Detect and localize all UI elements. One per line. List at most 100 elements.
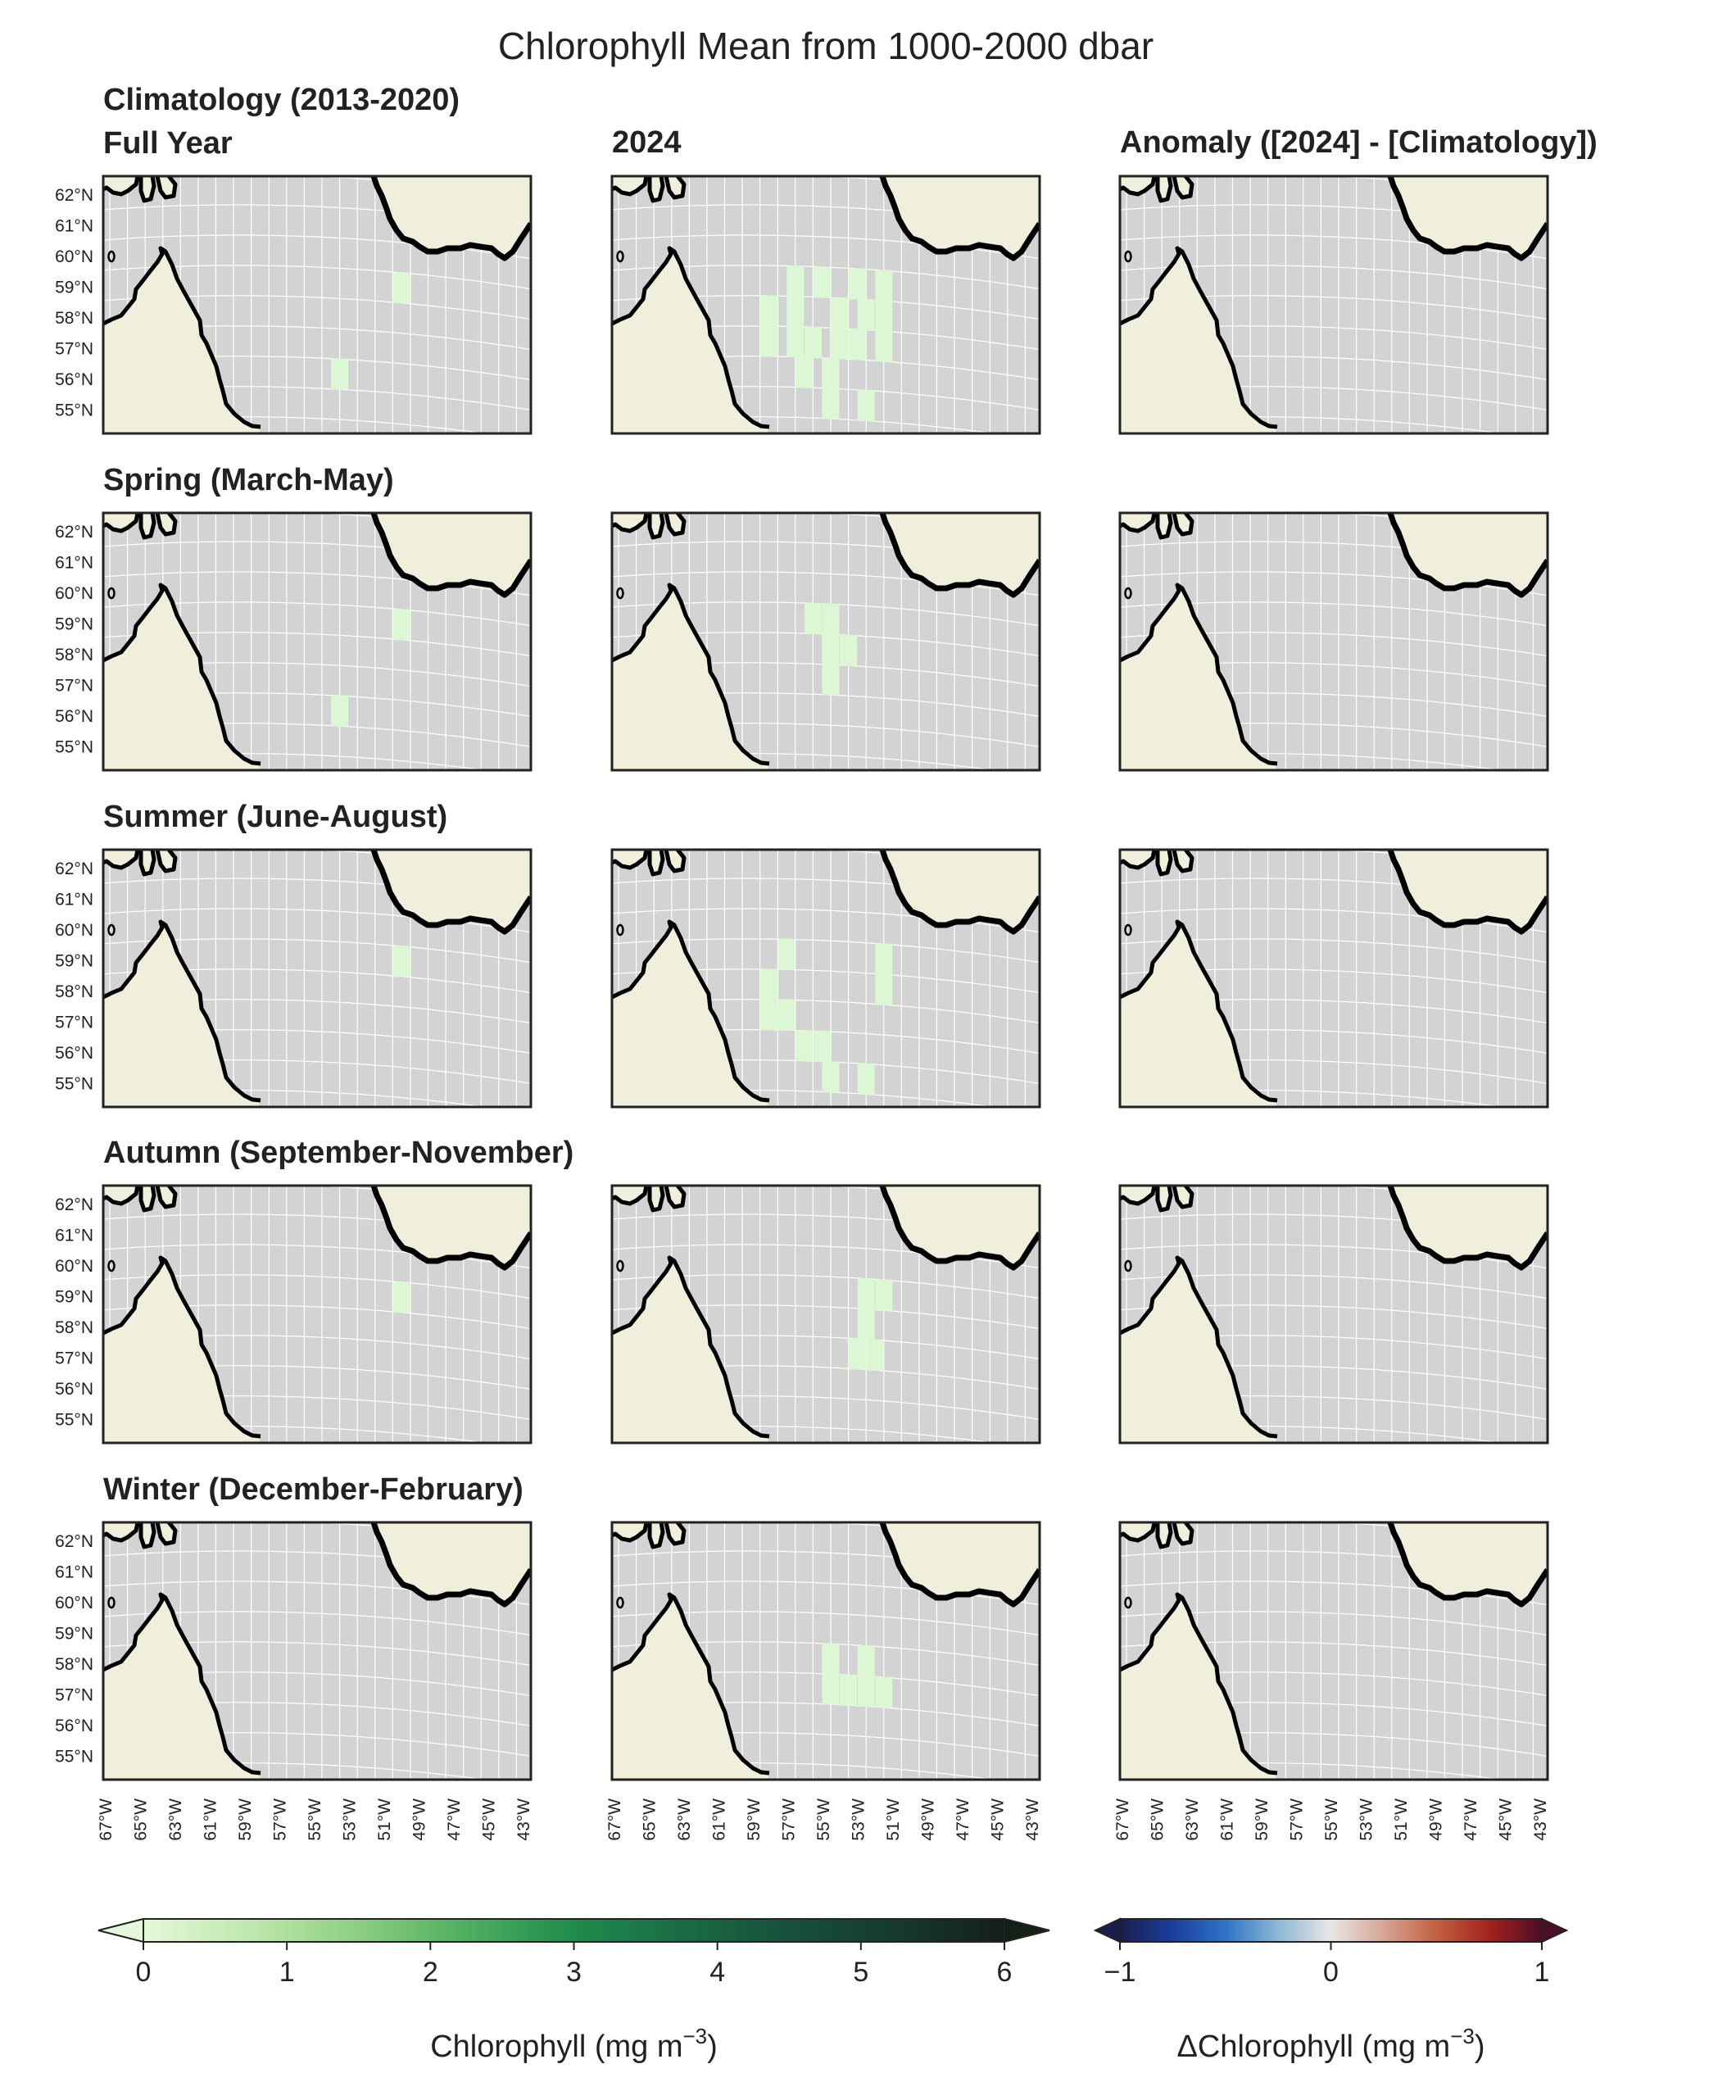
greenland-land (1390, 1522, 1548, 1604)
data-cell (831, 297, 849, 329)
map-panel-spring-anomaly (1118, 511, 1549, 772)
coastline (612, 850, 1040, 1103)
greenland-land (882, 513, 1040, 595)
lat-tick-label: 62°N (55, 1195, 93, 1214)
data-cell (777, 938, 795, 970)
coastline (612, 176, 1040, 429)
panel-frame (102, 1184, 533, 1445)
colorbar-body (1119, 1918, 1543, 1943)
greenland-land (1390, 176, 1548, 258)
data-cell (848, 268, 866, 300)
lat-tick-label: 59°N (55, 952, 93, 971)
lat-tick-label: 61°N (55, 1563, 93, 1582)
colorbar-tick-label: 3 (566, 1957, 582, 1988)
map-panel-summer-climatology: 62°N 61°N 60°N 59°N 58°N 57°N 56°N 55°N (55, 848, 533, 1109)
data-cell (875, 973, 893, 1005)
map-panel-autumn-anomaly (1118, 1184, 1549, 1445)
data-cell (822, 633, 840, 665)
lon-tick-label: 43°W (1023, 1798, 1042, 1841)
lon-tick-label: 47°W (954, 1798, 972, 1841)
small-island (107, 250, 116, 263)
lon-tick-label: 57°W (271, 1798, 290, 1841)
colorbar-tick-label: 4 (709, 1957, 725, 1988)
small-island (616, 923, 624, 937)
longitude-tick-labels: 67°W 65°W 63°W 61°W 59°W 57°W 55°W 53°W 51°W 49°W… (97, 1798, 1550, 1841)
lat-tick-label: 60°N (55, 247, 93, 266)
data-cell (786, 265, 805, 297)
lat-tick-label: 61°N (55, 1227, 93, 1245)
lon-tick-label: 61°W (1218, 1798, 1237, 1841)
colorbar-extend-max (1541, 1917, 1569, 1944)
data-cell (786, 296, 805, 328)
data-cell (804, 602, 822, 634)
data-cell (760, 295, 777, 327)
lon-tick-label: 43°W (1531, 1798, 1550, 1841)
greenland-land (882, 176, 1040, 258)
greenland-land (374, 1186, 531, 1268)
lon-tick-label: 57°W (1288, 1798, 1307, 1841)
data-cell (813, 266, 831, 298)
data-cell (760, 999, 777, 1031)
greenland-land (1390, 513, 1548, 595)
data-cell (777, 999, 795, 1031)
small-island (107, 587, 116, 600)
small-island (107, 1596, 116, 1609)
coastline (612, 513, 1040, 766)
small-island (1124, 250, 1132, 263)
lat-tick-label: 58°N (55, 646, 93, 664)
map-panel-spring-year-2024 (610, 511, 1041, 772)
greenland-land (1390, 1186, 1548, 1268)
lat-tick-label: 57°N (55, 1349, 93, 1368)
colorbar-tick-label: 0 (1323, 1957, 1339, 1988)
map-panel-winter-climatology: 62°N 61°N 60°N 59°N 58°N 57°N 56°N 55°N (55, 1521, 533, 1781)
panel-frame (610, 1521, 1041, 1781)
row-label-full-year: Full Year (103, 126, 233, 161)
colorbar-tick-label: −1 (1104, 1957, 1136, 1988)
panel-frame (102, 511, 533, 772)
map-panel-full-year-anomaly (1118, 175, 1549, 435)
greenland-land (374, 1522, 531, 1604)
colorbar-tick-label: 2 (423, 1957, 438, 1988)
coastline (1120, 850, 1548, 1103)
lat-tick-label: 59°N (55, 1625, 93, 1644)
coastline (1120, 1522, 1548, 1776)
lon-tick-label: 51°W (884, 1798, 903, 1841)
data-cell (822, 1643, 840, 1675)
greenland-land (374, 513, 531, 595)
lat-tick-label: 59°N (55, 279, 93, 297)
lon-tick-label: 45°W (1497, 1798, 1516, 1841)
lat-tick-label: 55°N (55, 738, 93, 757)
lon-tick-label: 53°W (1358, 1798, 1376, 1841)
data-cell (804, 326, 822, 358)
map-panel-summer-year-2024 (610, 848, 1041, 1109)
lat-tick-label: 61°N (55, 217, 93, 236)
panel-frame (1118, 511, 1549, 772)
coastline (1120, 176, 1548, 429)
colorbar-tick-label: 0 (136, 1957, 152, 1988)
panel-frame (1118, 1184, 1549, 1445)
lon-tick-label: 55°W (306, 1798, 324, 1841)
lon-tick-label: 53°W (850, 1798, 868, 1841)
lon-tick-label: 67°W (1113, 1798, 1132, 1841)
data-cell (875, 330, 893, 362)
map-panel-summer-anomaly (1118, 848, 1549, 1109)
lat-tick-label: 56°N (55, 1044, 93, 1063)
data-cell (392, 1281, 410, 1313)
data-cell (795, 356, 814, 388)
small-island (616, 250, 624, 263)
lon-tick-label: 45°W (480, 1798, 499, 1841)
data-cell (822, 388, 840, 420)
data-cell (840, 634, 858, 666)
colorbar-tick-label: 5 (853, 1957, 868, 1988)
coastline (103, 850, 531, 1103)
lon-tick-label: 65°W (132, 1798, 151, 1841)
chlorophyll-colorbar: 0 1 2 3 4 5 6 Chlorophyll (mg m−3) (97, 1917, 1050, 2064)
lon-tick-label: 63°W (166, 1798, 185, 1841)
lon-tick-label: 59°W (745, 1798, 764, 1841)
data-cell (875, 1279, 893, 1311)
lon-tick-label: 53°W (341, 1798, 360, 1841)
data-cell (813, 1031, 831, 1063)
data-cell (786, 326, 805, 358)
lon-tick-label: 47°W (445, 1798, 464, 1841)
